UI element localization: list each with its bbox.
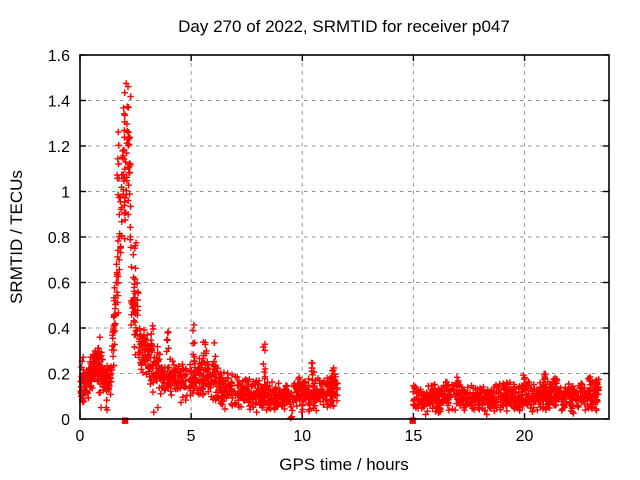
x-tick-label: 15 [405,428,423,445]
square-marker [409,417,416,424]
x-tick-label: 0 [76,428,85,445]
y-tick-label: 1.2 [48,139,70,156]
square-marker [121,417,129,424]
x-tick-label: 20 [516,428,534,445]
x-axis-label: GPS time / hours [279,455,408,474]
y-tick-label: 0.4 [48,321,70,338]
chart-title: Day 270 of 2022, SRMTID for receiver p04… [178,17,510,36]
x-tick-label: 10 [293,428,311,445]
y-tick-label: 1.6 [48,48,70,65]
scatter-points [77,80,602,422]
gridlines [80,55,609,419]
x-tick-label: 5 [187,428,196,445]
y-axis-label: SRMTID / TECUs [7,170,26,304]
y-tick-label: 0.2 [48,367,70,384]
y-tick-label: 0.6 [48,276,70,293]
plot-border [79,54,610,420]
axis-tick-labels: 0 5 10 15 20 0 0.2 0.4 0.6 0.8 1 1.2 1.4 1.6 [48,48,534,445]
y-tick-label: 0.8 [48,230,70,247]
y-tick-label: 1 [61,185,70,202]
y-tick-label: 0 [61,412,70,429]
y-tick-label: 1.4 [48,94,70,111]
square-markers [121,417,416,424]
